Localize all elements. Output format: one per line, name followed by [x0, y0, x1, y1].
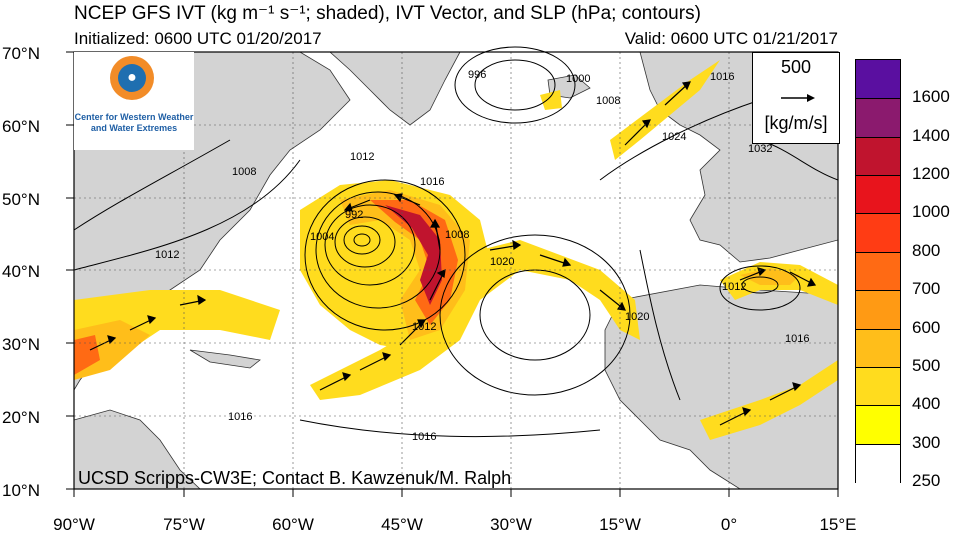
lat-label: 50°N — [2, 190, 40, 209]
contour-label: 1000 — [566, 73, 590, 85]
colorbar-segment — [856, 405, 900, 445]
contour-label: 1012 — [722, 281, 746, 293]
vector-legend: 500 [kg/m/s] — [752, 52, 840, 144]
contour-label: 1016 — [420, 176, 444, 188]
colorbar-level-label: 1400 — [912, 125, 950, 145]
contour-label: 1012 — [350, 151, 374, 163]
initialized-time: Initialized: 0600 UTC 01/20/2017 — [74, 29, 322, 48]
lon-label: 75°W — [163, 515, 205, 534]
colorbar-level-label: 500 — [912, 355, 941, 375]
contour-label: 1020 — [625, 311, 649, 323]
lon-label: 0° — [721, 515, 737, 534]
lon-label: 90°W — [53, 515, 95, 534]
colorbar-segment — [856, 366, 900, 407]
lon-label: 60°W — [272, 515, 314, 534]
colorbar-level-label: 300 — [912, 432, 941, 452]
longitude-labels: 90°W 75°W 60°W 45°W 30°W 15°W 0° 15°E — [53, 515, 856, 534]
lat-label: 20°N — [2, 408, 40, 427]
contour-label: 992 — [345, 209, 363, 221]
contour-label: 1004 — [310, 231, 334, 243]
vector-legend-arrow-icon — [781, 94, 815, 102]
colorbar-segment — [856, 290, 900, 330]
lon-label: 15°W — [599, 515, 641, 534]
lat-label: 30°N — [2, 335, 40, 354]
contour-label: 1016 — [785, 333, 809, 345]
lat-label: 60°N — [2, 117, 40, 136]
ivt-vectors — [89, 81, 817, 426]
latitude-labels: 70°N 60°N 50°N 40°N 30°N 20°N 10°N — [2, 44, 40, 500]
colorbar-level-label: 400 — [912, 394, 941, 414]
contour-label: 1032 — [748, 143, 772, 155]
colorbar-segment — [856, 328, 900, 368]
contour-label: 1008 — [232, 166, 256, 178]
contour-label: 1016 — [710, 71, 734, 83]
colorbar-level-label: 1200 — [912, 164, 950, 184]
colorbar-level-label: 700 — [912, 279, 941, 299]
colorbar-level-label: 800 — [912, 240, 941, 260]
contour-label: 996 — [468, 69, 486, 81]
colorbar-level-label: 600 — [912, 317, 941, 337]
vector-legend-unit: [kg/m/s] — [764, 113, 828, 133]
lat-label: 70°N — [2, 44, 40, 63]
colorbar-segment — [856, 98, 900, 138]
contour-label: 1016 — [412, 431, 436, 443]
colorbar-segment — [856, 251, 900, 292]
contour-label: 1024 — [662, 131, 686, 143]
graticule — [74, 52, 838, 489]
cw3e-logo: ● Center for Western Weather and Water E… — [74, 52, 194, 150]
colorbar-segment — [856, 60, 900, 99]
contour-label: 1012 — [155, 249, 179, 261]
axis-ticks — [66, 51, 839, 497]
contour-label: 1020 — [490, 256, 514, 268]
colorbar-segment — [856, 175, 900, 215]
colorbar-segment — [856, 213, 900, 253]
colorbar-segment — [856, 443, 900, 483]
colorbar-level-label: 250 — [912, 471, 941, 490]
valid-time: Valid: 0600 UTC 01/21/2017 — [624, 29, 838, 48]
credit-text: UCSD Scripps-CW3E; Contact B. Kawzenuk/M… — [78, 468, 512, 488]
logo-emblem: ● — [110, 56, 154, 100]
lat-label: 10°N — [2, 481, 40, 500]
contour-label: 1008 — [445, 229, 469, 241]
contour-label: 1008 — [596, 95, 620, 107]
contour-label: 1012 — [412, 321, 436, 333]
lon-label: 30°W — [490, 515, 532, 534]
lat-label: 40°N — [2, 262, 40, 281]
water-drop-icon: ● — [118, 64, 146, 92]
lon-label: 45°W — [381, 515, 423, 534]
vector-legend-magnitude: 500 — [780, 57, 812, 77]
map-title: NCEP GFS IVT (kg m⁻¹ s⁻¹; shaded), IVT V… — [74, 3, 701, 24]
lon-label: 15°E — [819, 515, 856, 534]
colorbar-segment — [856, 136, 900, 177]
colorbar-level-label: 1000 — [912, 202, 950, 222]
contour-labels: 996 1000 1008 1016 1024 1032 1012 1008 1… — [155, 69, 809, 443]
ivt-colorbar — [855, 59, 901, 483]
colorbar-level-label: 1600 — [912, 87, 950, 107]
logo-text: Center for Western Weather and Water Ext… — [74, 112, 194, 133]
contour-label: 1016 — [228, 411, 252, 423]
